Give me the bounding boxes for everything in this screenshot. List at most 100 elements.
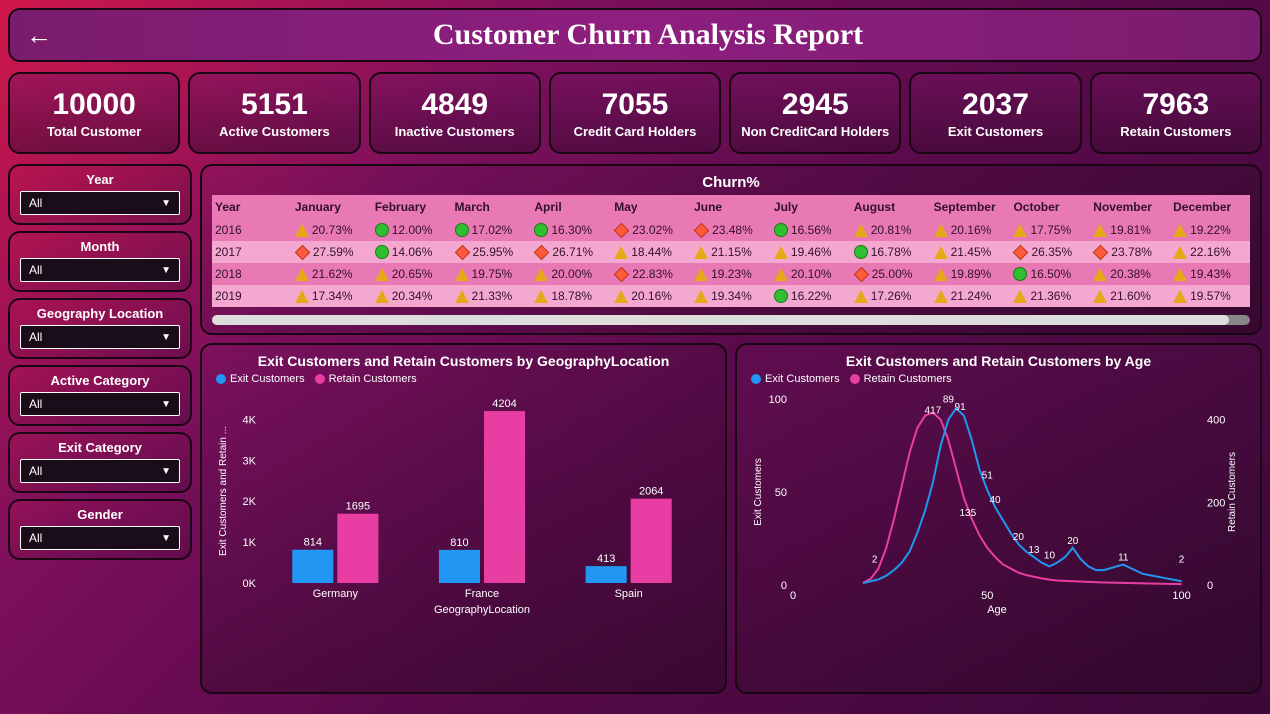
table-row[interactable]: 201917.34%20.34%21.33%18.78%20.16%19.34%… [212,285,1250,307]
year-cell: 2017 [212,241,292,263]
churn-cell: 21.24% [931,285,1011,307]
line-exit[interactable] [863,408,1182,583]
line-chart[interactable]: 0501000200400050100Exit CustomersRetain … [747,389,1247,619]
kpi-card[interactable]: 4849 Inactive Customers [369,72,541,154]
tri-icon [375,268,389,281]
bar-retain[interactable] [631,499,672,583]
dia-icon [534,244,550,260]
churn-cell: 16.22% [771,285,851,307]
churn-cell: 20.10% [771,263,851,285]
filter-year: Year All ▼ [8,164,192,225]
header-bar: ← Customer Churn Analysis Report [8,8,1262,62]
tri-icon [694,246,708,259]
svg-text:11: 11 [1118,553,1129,564]
kpi-card[interactable]: 7055 Credit Card Holders [549,72,721,154]
churn-cell: 26.35% [1010,241,1090,263]
dia-icon [853,266,869,282]
kpi-value: 5151 [241,88,308,122]
filter-select[interactable]: All ▼ [20,392,180,416]
churn-cell: 20.16% [611,285,691,307]
table-header[interactable]: July [771,195,851,219]
bar-exit[interactable] [292,550,333,583]
churn-cell: 20.73% [292,219,372,241]
svg-text:4K: 4K [243,414,257,426]
tri-icon [694,290,708,303]
svg-text:Retain Customers: Retain Customers [1227,452,1238,532]
svg-text:2K: 2K [243,496,257,508]
filter-select[interactable]: All ▼ [20,258,180,282]
table-header[interactable]: October [1010,195,1090,219]
kpi-card[interactable]: 10000 Total Customer [8,72,180,154]
filter-value: All [29,196,42,210]
churn-cell: 19.81% [1090,219,1170,241]
kpi-row: 10000 Total Customer5151 Active Customer… [8,72,1262,154]
table-header[interactable]: December [1170,195,1250,219]
svg-text:0K: 0K [243,578,257,590]
table-header[interactable]: January [292,195,372,219]
filter-select[interactable]: All ▼ [20,526,180,550]
table-header[interactable]: August [851,195,931,219]
churn-cell: 16.50% [1010,263,1090,285]
table-header[interactable]: March [452,195,532,219]
churn-cell: 23.48% [691,219,771,241]
tri-icon [534,290,548,303]
bar-chart-legend: Exit Customers Retain Customers [212,373,715,385]
legend-retain: Retain Customers [329,373,417,385]
kpi-card[interactable]: 2945 Non CreditCard Holders [729,72,901,154]
svg-text:810: 810 [450,537,468,549]
bar-retain[interactable] [337,514,378,583]
table-header[interactable]: Year [212,195,292,219]
horizontal-scrollbar[interactable] [212,315,1250,325]
churn-cell: 17.26% [851,285,931,307]
churn-cell: 27.59% [292,241,372,263]
churn-cell: 16.30% [531,219,611,241]
line-chart-legend: Exit Customers Retain Customers [747,373,1250,385]
line-retain[interactable] [863,413,1182,585]
kpi-card[interactable]: 7963 Retain Customers [1090,72,1262,154]
table-header[interactable]: September [931,195,1011,219]
filter-select[interactable]: All ▼ [20,459,180,483]
tri-icon [375,290,389,303]
bar-exit[interactable] [439,550,480,583]
bar-chart[interactable]: 0K1K2K3K4KExit Customers and Retain ...8… [212,389,712,619]
filter-label: Gender [20,507,180,522]
table-header[interactable]: November [1090,195,1170,219]
table-row[interactable]: 201620.73%12.00%17.02%16.30%23.02%23.48%… [212,219,1250,241]
svg-text:50: 50 [981,590,993,602]
bar-exit[interactable] [586,566,627,583]
bar-retain[interactable] [484,411,525,583]
table-header[interactable]: April [531,195,611,219]
churn-table[interactable]: YearJanuaryFebruaryMarchAprilMayJuneJuly… [212,195,1250,307]
filter-label: Exit Category [20,440,180,455]
dia-icon [1093,244,1109,260]
kpi-card[interactable]: 5151 Active Customers [188,72,360,154]
table-row[interactable]: 201727.59%14.06%25.95%26.71%18.44%21.15%… [212,241,1250,263]
tri-icon [614,246,628,259]
svg-text:3K: 3K [243,455,257,467]
svg-text:10: 10 [1044,551,1056,562]
filter-select[interactable]: All ▼ [20,191,180,215]
year-cell: 2016 [212,219,292,241]
table-header[interactable]: February [372,195,452,219]
churn-cell: 17.75% [1010,219,1090,241]
filter-select[interactable]: All ▼ [20,325,180,349]
table-row[interactable]: 201821.62%20.65%19.75%20.00%22.83%19.23%… [212,263,1250,285]
table-header[interactable]: May [611,195,691,219]
tri-icon [1013,224,1027,237]
tri-icon [1093,290,1107,303]
churn-cell: 21.60% [1090,285,1170,307]
churn-cell: 19.46% [771,241,851,263]
back-arrow-icon[interactable]: ← [26,20,52,51]
circ-icon [534,223,548,237]
table-header[interactable]: June [691,195,771,219]
churn-cell: 18.78% [531,285,611,307]
dia-icon [1013,244,1029,260]
svg-text:1K: 1K [243,537,257,549]
tri-icon [1173,290,1187,303]
filter-gender: Gender All ▼ [8,499,192,560]
chevron-down-icon: ▼ [161,533,171,544]
churn-cell: 21.62% [292,263,372,285]
kpi-card[interactable]: 2037 Exit Customers [909,72,1081,154]
churn-cell: 16.78% [851,241,931,263]
tri-icon [1173,246,1187,259]
